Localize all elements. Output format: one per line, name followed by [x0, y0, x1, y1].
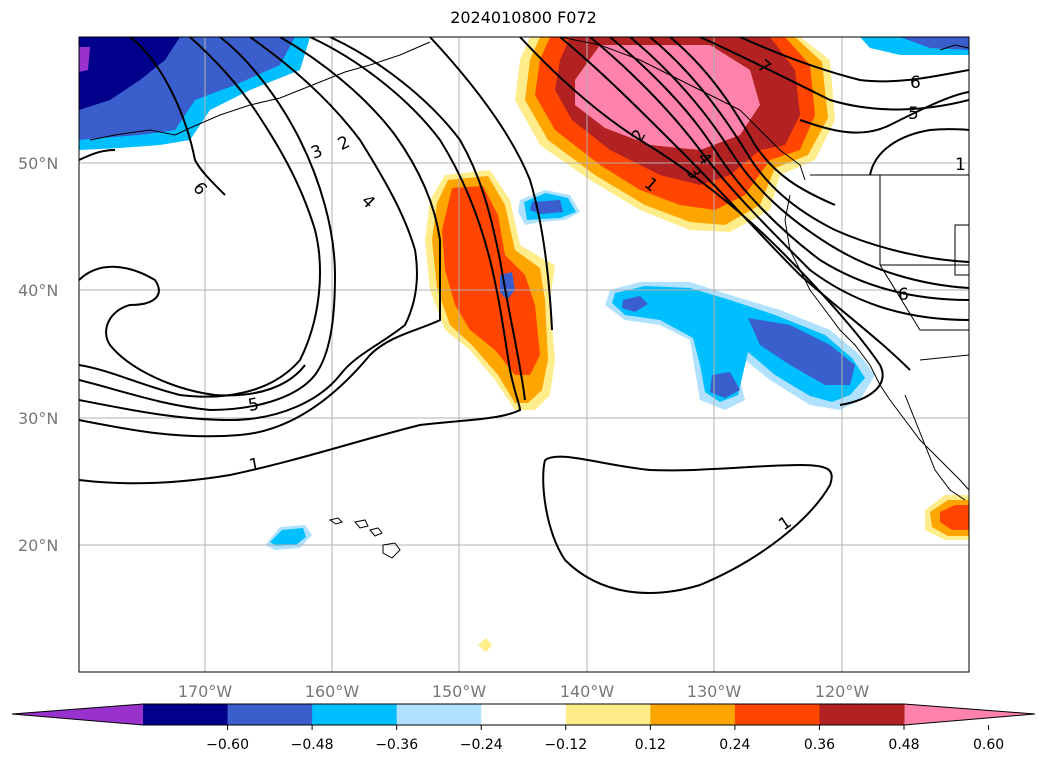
coastlines: [89, 37, 969, 559]
colorbar-cell: [565, 704, 651, 725]
colorbar-cell: [734, 704, 820, 725]
lat-label: 50°N: [18, 154, 58, 173]
colorbar-tick-label: −0.60: [206, 737, 249, 753]
colorbar-cell: [396, 704, 482, 725]
negative-anomaly-northwest-core: [79, 37, 180, 110]
lon-label: 160°W: [305, 682, 360, 701]
map-title: 2024010800 F072: [450, 8, 597, 27]
colorbar-max-extension: [904, 704, 1035, 725]
colorbar-tick-label: −0.24: [460, 737, 503, 753]
lon-label: 170°W: [178, 682, 233, 701]
contour-label: 6: [910, 73, 921, 93]
colorbar-cell: [312, 704, 398, 725]
colorbar-tick-label: −0.36: [375, 737, 418, 753]
lon-label: 130°W: [687, 682, 742, 701]
contour-label: 1: [955, 155, 966, 175]
colorbar-cell: [650, 704, 736, 725]
lon-label: 120°W: [815, 682, 870, 701]
colorbar-tick-label: −0.12: [544, 737, 587, 753]
colorbar-tick-label: 0.60: [973, 737, 1004, 753]
colorbar-cell: [143, 704, 229, 725]
colorbar-tick-label: −0.48: [291, 737, 334, 753]
colorbar-min-extension: [12, 704, 143, 725]
latitude-labels: 50°N 40°N 30°N 20°N: [18, 154, 58, 555]
lat-label: 20°N: [18, 536, 58, 555]
colorbar-cell: [481, 704, 567, 725]
colorbar-cell: [819, 704, 905, 725]
lon-label: 140°W: [560, 682, 615, 701]
contour-label: 5: [908, 104, 919, 124]
contour-label: 6: [898, 285, 909, 305]
contour-lines: [79, 37, 969, 594]
colorbar-tick-label: 0.24: [719, 737, 750, 753]
longitude-labels: 170°W 160°W 150°W 140°W 130°W 120°W: [178, 682, 870, 701]
contour-label: 5: [247, 394, 261, 416]
negative-anomaly-northwest-peak: [79, 47, 90, 72]
lat-label: 30°N: [18, 409, 58, 428]
graticule: [79, 37, 969, 672]
colorbar-tick-label: 0.48: [888, 737, 919, 753]
lat-label: 40°N: [18, 281, 58, 300]
colorbar-cell: [227, 704, 313, 725]
map-frame: [78, 36, 970, 673]
lon-label: 150°W: [432, 682, 487, 701]
colorbar-tick-label: 0.36: [804, 737, 835, 753]
contour-label: 1: [248, 454, 262, 476]
colorbar-tick-label: 0.12: [635, 737, 666, 753]
shaded-fields: [79, 37, 969, 652]
colorbar: −0.60 −0.48 −0.36 −0.24 −0.12 0.12 0.24 0.36 0.4…: [11, 703, 1036, 753]
